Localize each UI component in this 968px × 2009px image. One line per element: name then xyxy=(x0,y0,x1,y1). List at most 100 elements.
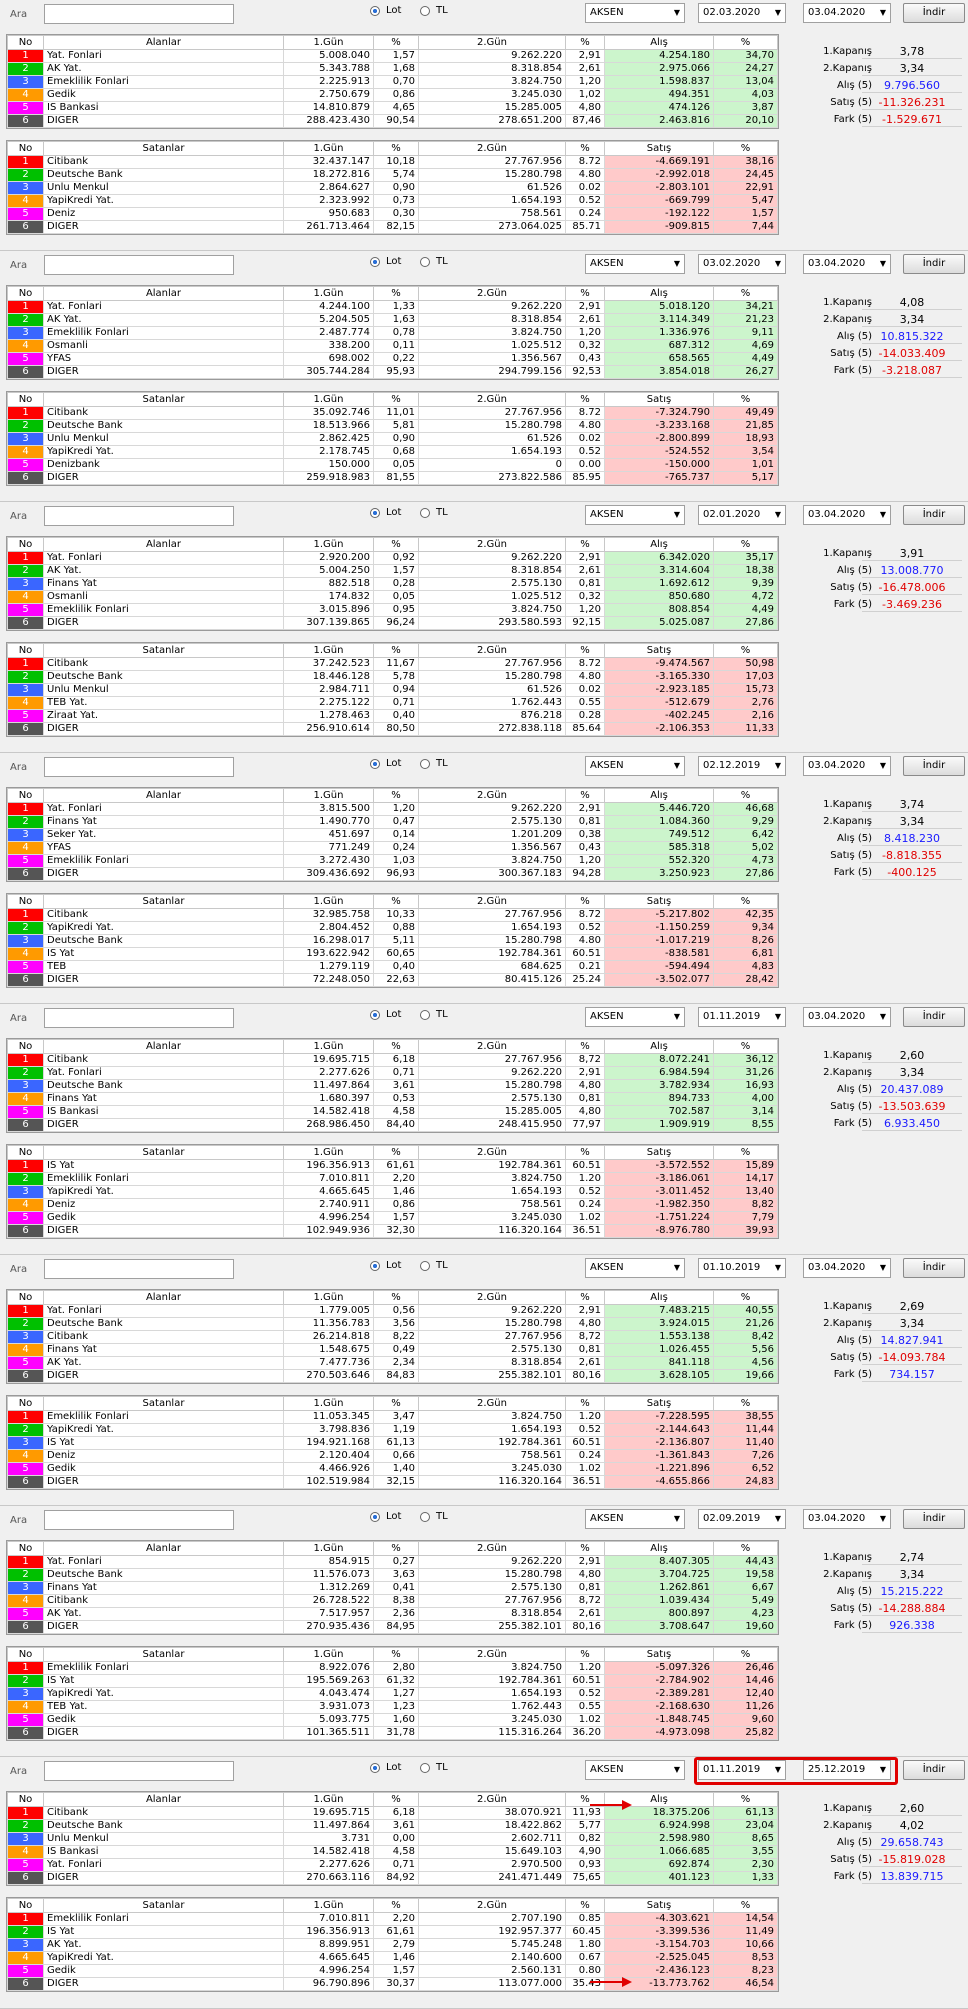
table-row[interactable]: 3 AK Yat. 8.899.951 2,79 5.745.248 1.80 -3.154… xyxy=(7,1938,778,1952)
table-row[interactable]: 5 IS Bankasi 14.810.879 4,65 15.285.005 4,80 4… xyxy=(7,101,778,115)
date-picker[interactable]: 03.04.2020 ▼ xyxy=(803,254,891,274)
search-input[interactable] xyxy=(44,4,234,24)
radio-lot[interactable] xyxy=(370,257,380,267)
table-row[interactable]: 3 YapiKredi Yat. 4.665.645 1,46 1.654.193 0.5… xyxy=(7,1185,778,1199)
date-picker[interactable]: 03.02.2020 ▼ xyxy=(698,254,786,274)
table-row[interactable]: 3 Deutsche Bank 16.298.017 5,11 15.280.798 4.… xyxy=(7,934,778,948)
table-row[interactable]: 2 AK Yat. 5.204.505 1,63 8.318.854 2,61 3.114.… xyxy=(7,313,778,327)
search-input[interactable] xyxy=(44,1008,234,1028)
table-row[interactable]: 5 Ziraat Yat. 1.278.463 0,40 876.218 0.28 -402… xyxy=(7,709,778,723)
symbol-select[interactable]: AKSEN ▼ xyxy=(585,756,685,776)
table-row[interactable]: 5 Denizbank 150.000 0,05 0 0.00 -150.000 1,01 xyxy=(7,458,778,472)
table-row[interactable]: 1 Yat. Fonlari 3.815.500 1,20 9.262.220 2,91 5… xyxy=(7,802,778,816)
symbol-select[interactable]: AKSEN ▼ xyxy=(585,254,685,274)
table-row[interactable]: 6 DIGER 307.139.865 96,24 293.580.593 92,15 5.… xyxy=(7,616,778,630)
table-row[interactable]: 6 DIGER 96.790.896 30,37 113.077.000 35.43 -13… xyxy=(7,1977,778,1991)
table-row[interactable]: 2 Deutsche Bank 11.356.783 3,56 15.280.798 4,… xyxy=(7,1317,778,1331)
table-row[interactable]: 4 Deniz 2.740.911 0,86 758.561 0.24 -1.982.350… xyxy=(7,1198,778,1212)
table-row[interactable]: 4 YapiKredi Yat. 2.178.745 0,68 1.654.193 0.5… xyxy=(7,445,778,459)
date-picker[interactable]: 03.04.2020 ▼ xyxy=(803,1258,891,1278)
table-row[interactable]: 4 Gedik 2.750.679 0,86 3.245.030 1,02 494.351 4… xyxy=(7,88,778,102)
table-row[interactable]: 4 Finans Yat 1.680.397 0,53 2.575.130 0,81 894… xyxy=(7,1092,778,1106)
table-row[interactable]: 3 Deutsche Bank 11.497.864 3,61 15.280.798 4,… xyxy=(7,1079,778,1093)
date-picker[interactable]: 02.01.2020 ▼ xyxy=(698,505,786,525)
date-picker[interactable]: 02.03.2020 ▼ xyxy=(698,3,786,23)
table-row[interactable]: 2 YapiKredi Yat. 2.804.452 0,88 1.654.193 0.5… xyxy=(7,921,778,935)
radio-tl[interactable] xyxy=(420,1261,430,1271)
date-picker[interactable]: 25.12.2019 ▼ xyxy=(803,1760,891,1780)
download-button[interactable]: İndir xyxy=(903,1760,965,1780)
symbol-select[interactable]: AKSEN ▼ xyxy=(585,3,685,23)
table-row[interactable]: 6 DIGER 270.663.116 84,92 241.471.449 75,65 40… xyxy=(7,1871,778,1885)
table-row[interactable]: 2 Deutsche Bank 18.513.966 5,81 15.280.798 4.… xyxy=(7,419,778,433)
symbol-select[interactable]: AKSEN ▼ xyxy=(585,1007,685,1027)
table-row[interactable]: 2 Emeklilik Fonlari 7.010.811 2,20 3.824.750… xyxy=(7,1172,778,1186)
radio-tl[interactable] xyxy=(420,1512,430,1522)
table-row[interactable]: 4 YFAS 771.249 0,24 1.356.567 0,43 585.318 5,02 xyxy=(7,841,778,855)
table-row[interactable]: 1 Citibank 35.092.746 11,01 27.767.956 8.72 -7… xyxy=(7,406,778,420)
table-row[interactable]: 2 AK Yat. 5.343.788 1,68 8.318.854 2,61 2.975.… xyxy=(7,62,778,76)
search-input[interactable] xyxy=(44,255,234,275)
table-row[interactable]: 6 DIGER 102.949.936 32,30 116.320.164 36.51 -8… xyxy=(7,1224,778,1238)
table-row[interactable]: 6 DIGER 270.503.646 84,83 255.382.101 80,16 3.… xyxy=(7,1369,778,1383)
table-row[interactable]: 6 DIGER 288.423.430 90,54 278.651.200 87,46 2.… xyxy=(7,114,778,128)
table-row[interactable]: 3 Unlu Menkul 2.864.627 0,90 61.526 0.02 -2.80… xyxy=(7,181,778,195)
symbol-select[interactable]: AKSEN ▼ xyxy=(585,1760,685,1780)
radio-lot[interactable] xyxy=(370,1261,380,1271)
table-row[interactable]: 2 Yat. Fonlari 2.277.626 0,71 9.262.220 2,91 6… xyxy=(7,1066,778,1080)
symbol-select[interactable]: AKSEN ▼ xyxy=(585,1509,685,1529)
symbol-select[interactable]: AKSEN ▼ xyxy=(585,505,685,525)
table-row[interactable]: 2 Deutsche Bank 18.272.816 5,74 15.280.798 4.… xyxy=(7,168,778,182)
table-row[interactable]: 2 AK Yat. 5.004.250 1,57 8.318.854 2,61 3.314.… xyxy=(7,564,778,578)
radio-lot[interactable] xyxy=(370,6,380,16)
table-row[interactable]: 4 Citibank 26.728.522 8,38 27.767.956 8,72 1.0… xyxy=(7,1594,778,1608)
table-row[interactable]: 1 Yat. Fonlari 2.920.200 0,92 9.262.220 2,91 6… xyxy=(7,551,778,565)
table-row[interactable]: 3 Emeklilik Fonlari 2.487.774 0,78 3.824.750… xyxy=(7,326,778,340)
table-row[interactable]: 6 DIGER 305.744.284 95,93 294.799.156 92,53 3.… xyxy=(7,365,778,379)
radio-tl[interactable] xyxy=(420,508,430,518)
download-button[interactable]: İndir xyxy=(903,756,965,776)
download-button[interactable]: İndir xyxy=(903,1007,965,1027)
table-row[interactable]: 6 DIGER 72.248.050 22,63 80.415.126 25.24 -3.5… xyxy=(7,973,778,987)
search-input[interactable] xyxy=(44,1761,234,1781)
date-picker[interactable]: 03.04.2020 ▼ xyxy=(803,3,891,23)
table-row[interactable]: 5 Gedik 4.466.926 1,40 3.245.030 1.02 -1.221.8… xyxy=(7,1462,778,1476)
table-row[interactable]: 6 DIGER 259.918.983 81,55 273.822.586 85.95 -7… xyxy=(7,471,778,485)
table-row[interactable]: 3 Seker Yat. 451.697 0,14 1.201.209 0,38 749.5… xyxy=(7,828,778,842)
radio-lot[interactable] xyxy=(370,508,380,518)
table-row[interactable]: 2 Deutsche Bank 11.497.864 3,61 18.422.862 5,… xyxy=(7,1819,778,1833)
table-row[interactable]: 1 Citibank 19.695.715 6,18 38.070.921 11,93 18… xyxy=(7,1806,778,1820)
table-row[interactable]: 3 IS Yat 194.921.168 61,13 192.784.361 60.51-… xyxy=(7,1436,778,1450)
table-row[interactable]: 1 Yat. Fonlari 854.915 0,27 9.262.220 2,91 8.4… xyxy=(7,1555,778,1569)
table-row[interactable]: 3 Finans Yat 882.518 0,28 2.575.130 0,81 1.692… xyxy=(7,577,778,591)
table-row[interactable]: 6 DIGER 261.713.464 82,15 273.064.025 85.71 -9… xyxy=(7,220,778,234)
table-row[interactable]: 4 TEB Yat. 2.275.122 0,71 1.762.443 0.55 -512.… xyxy=(7,696,778,710)
table-row[interactable]: 5 Deniz 950.683 0,30 758.561 0.24 -192.122 1,57 xyxy=(7,207,778,221)
table-row[interactable]: 5 IS Bankasi 14.582.418 4,58 15.285.005 4,80 7… xyxy=(7,1105,778,1119)
table-row[interactable]: 3 Unlu Menkul 2.862.425 0,90 61.526 0.02 -2.80… xyxy=(7,432,778,446)
table-row[interactable]: 6 DIGER 309.436.692 96,93 300.367.183 94,28 3.… xyxy=(7,867,778,881)
download-button[interactable]: İndir xyxy=(903,505,965,525)
table-row[interactable]: 2 Finans Yat 1.490.770 0,47 2.575.130 0,81 1.0… xyxy=(7,815,778,829)
table-row[interactable]: 1 Citibank 37.242.523 11,67 27.767.956 8.72 -9… xyxy=(7,657,778,671)
table-row[interactable]: 2 Deutsche Bank 18.446.128 5,78 15.280.798 4.… xyxy=(7,670,778,684)
search-input[interactable] xyxy=(44,1259,234,1279)
date-picker[interactable]: 01.11.2019 ▼ xyxy=(698,1760,786,1780)
radio-tl[interactable] xyxy=(420,257,430,267)
table-row[interactable]: 4 IS Yat 193.622.942 60,65 192.784.361 60.51-… xyxy=(7,947,778,961)
table-row[interactable]: 1 Citibank 32.985.758 10,33 27.767.956 8.72 -5… xyxy=(7,908,778,922)
table-row[interactable]: 1 Citibank 19.695.715 6,18 27.767.956 8,72 8.0… xyxy=(7,1053,778,1067)
table-row[interactable]: 1 Yat. Fonlari 5.008.040 1,57 9.262.220 2,91 4… xyxy=(7,49,778,63)
search-input[interactable] xyxy=(44,506,234,526)
date-picker[interactable]: 03.04.2020 ▼ xyxy=(803,1509,891,1529)
table-row[interactable]: 6 DIGER 256.910.614 80,50 272.838.118 85.64 -2… xyxy=(7,722,778,736)
table-row[interactable]: 2 Deutsche Bank 11.576.073 3,63 15.280.798 4,… xyxy=(7,1568,778,1582)
date-picker[interactable]: 02.12.2019 ▼ xyxy=(698,756,786,776)
table-row[interactable]: 4 YapiKredi Yat. 4.665.645 1,46 2.140.600 0.6… xyxy=(7,1951,778,1965)
radio-tl[interactable] xyxy=(420,6,430,16)
table-row[interactable]: 4 Deniz 2.120.404 0,66 758.561 0.24 -1.361.843… xyxy=(7,1449,778,1463)
date-picker[interactable]: 03.04.2020 ▼ xyxy=(803,756,891,776)
table-row[interactable]: 5 Gedik 5.093.775 1,60 3.245.030 1.02 -1.848.7… xyxy=(7,1713,778,1727)
table-row[interactable]: 3 YapiKredi Yat. 4.043.474 1,27 1.654.193 0.5… xyxy=(7,1687,778,1701)
table-row[interactable]: 1 Yat. Fonlari 4.244.100 1,33 9.262.220 2,91 5… xyxy=(7,300,778,314)
